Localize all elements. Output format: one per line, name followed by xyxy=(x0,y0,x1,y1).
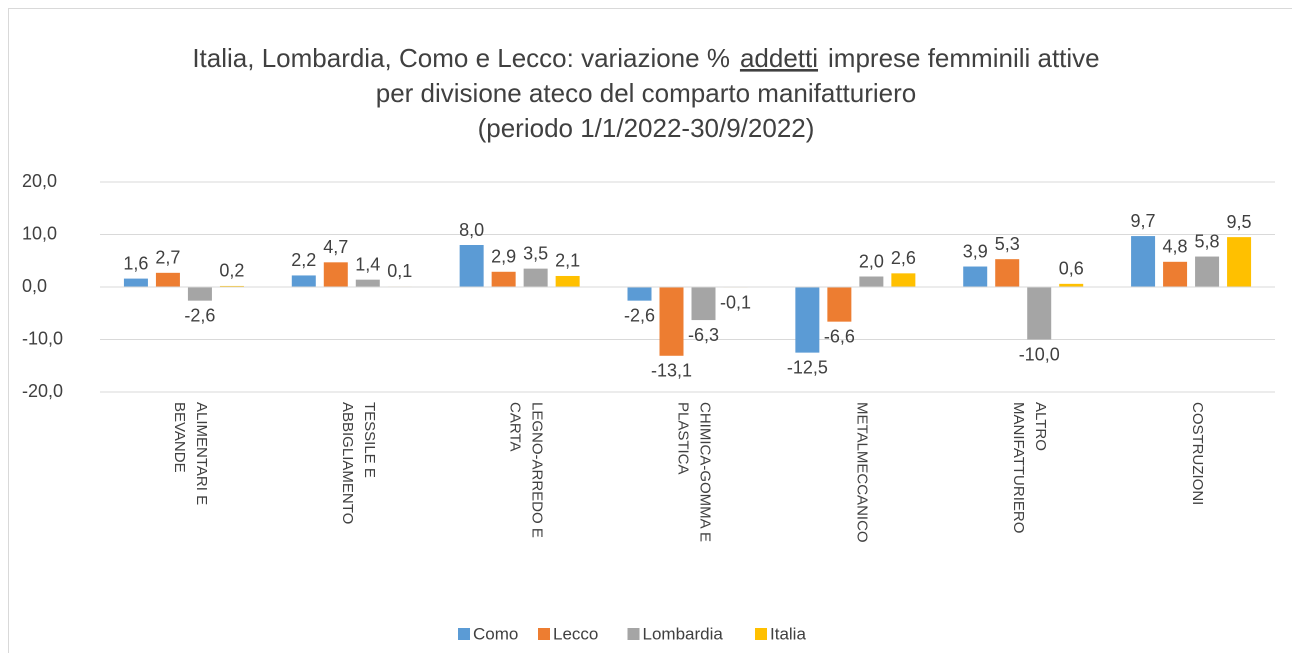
x-tick-label: ALTRO xyxy=(1032,402,1049,451)
data-label: -2,6 xyxy=(184,305,215,325)
bar xyxy=(859,276,884,287)
data-label: 2,0 xyxy=(859,251,884,271)
x-tick-label: METALMECCANICO xyxy=(853,402,870,543)
data-label: 0,2 xyxy=(219,261,244,281)
bar xyxy=(627,287,652,301)
data-label: -6,3 xyxy=(688,325,719,345)
x-tick-label: ABBIGLIAMENTO xyxy=(339,402,356,524)
data-label: 5,3 xyxy=(995,234,1020,254)
chart-title: per divisione ateco del comparto manifat… xyxy=(376,78,917,108)
chart-title: Italia, Lombardia, Como e Lecco: variazi… xyxy=(192,43,1099,73)
x-tick-label: MANIFATTURIERO xyxy=(1010,402,1027,533)
bar xyxy=(155,272,180,287)
title-part: Italia, Lombardia, Como e Lecco: variazi… xyxy=(192,43,730,73)
title-part: imprese femminili attive xyxy=(828,43,1100,73)
data-label: 3,9 xyxy=(963,241,988,261)
legend-swatch xyxy=(458,628,470,640)
bar xyxy=(995,259,1020,287)
bar xyxy=(827,287,852,322)
x-tick-label: LEGNO-ARREDO E xyxy=(529,402,546,538)
data-label: 2,2 xyxy=(291,250,316,270)
bar xyxy=(659,287,684,356)
data-label: -6,6 xyxy=(824,326,855,346)
bar xyxy=(355,279,380,287)
data-label: 4,8 xyxy=(1163,237,1188,257)
legend-label: Lecco xyxy=(553,624,598,643)
bar xyxy=(491,271,516,287)
x-tick-label: PLASTICA xyxy=(675,402,692,475)
data-label: -0,1 xyxy=(720,292,751,312)
bar xyxy=(187,287,212,301)
data-label: 2,6 xyxy=(891,248,916,268)
x-tick-label: ALIMENTARI E xyxy=(193,402,210,505)
legend-label: Lombardia xyxy=(643,624,724,643)
bar xyxy=(1163,261,1188,287)
x-tick-label: COSTRUZIONI xyxy=(1189,402,1206,505)
bar xyxy=(891,273,916,287)
data-label: 9,5 xyxy=(1227,212,1252,232)
legend-swatch xyxy=(627,628,640,640)
data-label: 1,4 xyxy=(355,254,380,274)
data-label: -10,0 xyxy=(1019,344,1060,364)
legend-label: Italia xyxy=(770,624,806,643)
x-tick-label: CHIMICA-GOMMA E xyxy=(697,402,714,542)
bar xyxy=(1131,236,1156,287)
x-tick-label: BEVANDE xyxy=(171,402,188,473)
data-label: 0,1 xyxy=(387,261,412,281)
x-tick-label: TESSILE E xyxy=(361,402,378,478)
bar xyxy=(555,275,580,287)
data-label: 2,1 xyxy=(555,251,580,271)
y-tick-label: -10,0 xyxy=(22,328,63,348)
legend-label: Como xyxy=(473,624,518,643)
bar xyxy=(523,268,548,287)
bar xyxy=(1195,256,1220,287)
data-label: 9,7 xyxy=(1131,211,1156,231)
data-label: 4,7 xyxy=(323,237,348,257)
y-tick-label: 20,0 xyxy=(22,171,57,191)
x-tick-label: CARTA xyxy=(507,402,524,451)
bar xyxy=(219,285,244,287)
data-label: 0,6 xyxy=(1059,259,1084,279)
bar xyxy=(123,278,148,287)
y-tick-label: 0,0 xyxy=(22,276,47,296)
data-label: -12,5 xyxy=(787,357,828,377)
title-part: addetti xyxy=(740,43,818,73)
bar xyxy=(459,245,484,287)
y-tick-label: -20,0 xyxy=(22,381,63,401)
bar xyxy=(691,287,716,321)
y-tick-label: 10,0 xyxy=(22,223,57,243)
data-label: 2,7 xyxy=(155,248,180,268)
data-label: 5,8 xyxy=(1195,231,1220,251)
chart-title: (periodo 1/1/2022-30/9/2022) xyxy=(478,113,815,143)
legend-swatch xyxy=(538,628,550,640)
data-label: 2,9 xyxy=(491,247,516,267)
bar xyxy=(323,262,348,287)
bar xyxy=(795,287,820,353)
bar xyxy=(963,266,988,287)
bar xyxy=(1027,287,1052,340)
bar xyxy=(1059,283,1084,287)
data-label: -13,1 xyxy=(651,361,692,381)
bar xyxy=(291,275,316,287)
bar xyxy=(1227,237,1252,287)
data-label: 8,0 xyxy=(459,220,484,240)
legend-swatch xyxy=(755,628,767,640)
data-label: 3,5 xyxy=(523,243,548,263)
data-label: 1,6 xyxy=(123,253,148,273)
data-label: -2,6 xyxy=(624,305,655,325)
chart-border xyxy=(8,8,1292,653)
